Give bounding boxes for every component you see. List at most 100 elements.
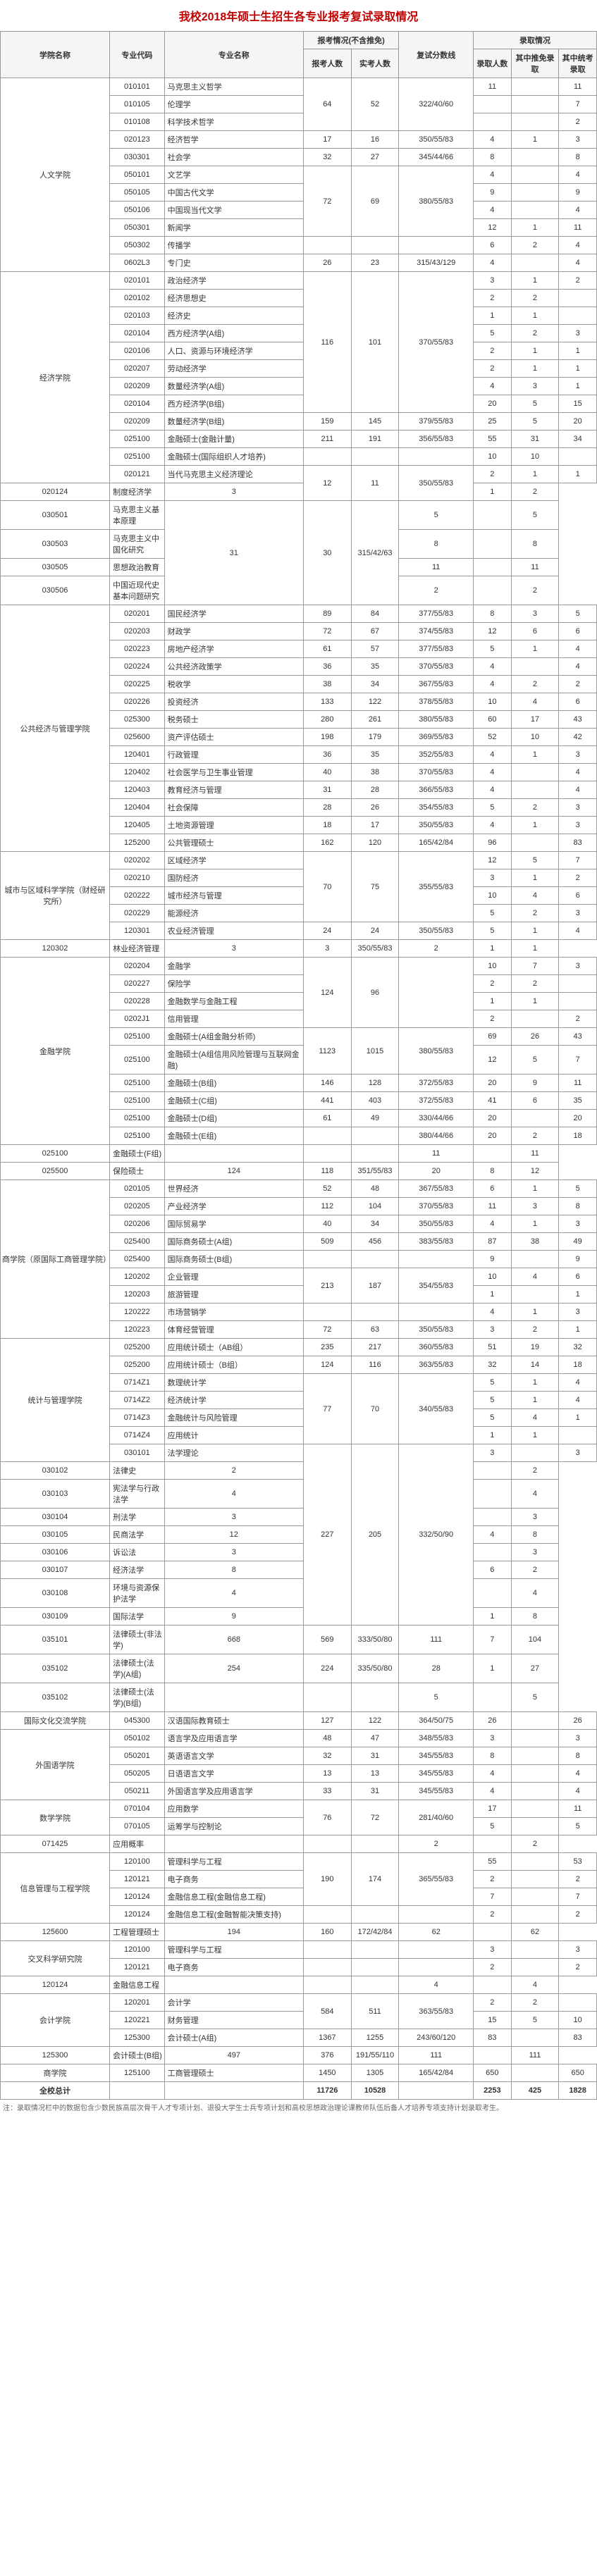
cell-apply <box>303 1304 351 1321</box>
cell-tm: 17 <box>511 711 559 729</box>
cell-admit: 11 <box>399 559 474 576</box>
cell-taken: 72 <box>351 1800 399 1835</box>
cell-major: 法律硕士(法学)(B组) <box>110 1683 165 1712</box>
cell-tm: 3 <box>511 1198 559 1215</box>
cell-code: 030108 <box>1 1579 110 1608</box>
cell-tk: 15 <box>559 395 597 413</box>
cell-apply: 194 <box>164 1924 303 1941</box>
cell-code: 025100 <box>110 448 165 466</box>
cell-tm: 6 <box>511 623 559 640</box>
cell-major: 金融信息工程 <box>110 1976 165 1994</box>
cell-admit: 9 <box>164 1608 303 1626</box>
cell-admit: 4 <box>474 131 512 149</box>
cell-admit: 7 <box>474 1888 512 1906</box>
cell-tm: 2 <box>511 237 559 254</box>
cell-admit: 4 <box>164 1480 303 1509</box>
cell-apply: 11726 <box>303 2082 351 2100</box>
cell-tk: 3 <box>511 1509 559 1526</box>
table-row: 071425应用概率22 <box>1 1835 597 1853</box>
cell-admit: 10 <box>474 887 512 905</box>
cell-admit: 62 <box>399 1924 474 1941</box>
cell-tm <box>474 1145 512 1163</box>
cell-tk: 4 <box>559 1765 597 1783</box>
cell-tk <box>559 975 597 993</box>
cell-tm <box>511 1444 559 1462</box>
cell-tk: 62 <box>511 1924 559 1941</box>
cell-admit: 11 <box>474 1198 512 1215</box>
cell-tm: 1 <box>474 483 512 501</box>
cell-admit: 5 <box>474 1374 512 1392</box>
cell-code: 030104 <box>1 1509 110 1526</box>
cell-major: 当代马克思主义经济理论 <box>164 466 303 483</box>
cell-tm <box>511 1783 559 1800</box>
cell-tk: 2 <box>559 1906 597 1924</box>
cell-tk: 3 <box>559 817 597 834</box>
cell-admit: 2 <box>399 1835 474 1853</box>
cell-apply: 211 <box>303 431 351 448</box>
cell-tk: 8 <box>559 1747 597 1765</box>
cell-apply: 72 <box>303 623 351 640</box>
cell-code: 020229 <box>110 905 165 922</box>
cell-major: 应用统计硕士（AB组） <box>164 1339 303 1356</box>
cell-code: 120202 <box>110 1268 165 1286</box>
cell-tm <box>511 834 559 852</box>
cell-taken: 10528 <box>351 2082 399 2100</box>
cell-code: 120403 <box>110 781 165 799</box>
cell-major: 西方经济学(B组) <box>164 395 303 413</box>
cell-major: 英语语言文学 <box>164 1747 303 1765</box>
cell-admit: 4 <box>474 658 512 676</box>
cell-tk: 1 <box>559 378 597 395</box>
cell-major: 法律硕士(非法学) <box>110 1626 165 1654</box>
cell-major: 农业经济管理 <box>164 922 303 940</box>
cell-code: 120405 <box>110 817 165 834</box>
cell-major: 经济法学 <box>110 1561 165 1579</box>
cell-major: 新闻学 <box>164 219 303 237</box>
cell-apply: 668 <box>164 1626 303 1654</box>
cell-tk: 1 <box>559 360 597 378</box>
cell-tk: 2 <box>559 113 597 131</box>
cell-admit: 4 <box>474 254 512 272</box>
cell-admit <box>474 113 512 131</box>
cell-tm <box>511 1251 559 1268</box>
cell-major: 国民经济学 <box>164 605 303 623</box>
cell-line: 370/55/83 <box>399 272 474 413</box>
cell-taken: 30 <box>303 501 351 605</box>
cell-admit: 10 <box>474 448 512 466</box>
cell-college: 商学院 <box>1 2064 110 2082</box>
cell-apply: 190 <box>303 1853 351 1906</box>
cell-admit: 650 <box>474 2064 512 2082</box>
cell-tk: 5 <box>559 1180 597 1198</box>
cell-major: 日语语言文学 <box>164 1765 303 1783</box>
cell-apply: 112 <box>303 1198 351 1215</box>
table-row: 035102法律硕士(法学)(B组)55 <box>1 1683 597 1712</box>
cell-code: 030105 <box>1 1526 110 1544</box>
cell-taken: 128 <box>351 1075 399 1092</box>
cell-tm <box>474 576 512 605</box>
cell-code: 030301 <box>110 149 165 166</box>
th-college: 学院名称 <box>1 32 110 78</box>
cell-college: 国际文化交流学院 <box>1 1712 110 1730</box>
cell-tk: 12 <box>511 1163 559 1180</box>
cell-code: 030107 <box>1 1561 110 1579</box>
cell-code: 120401 <box>110 746 165 764</box>
cell-major: 金融硕士(F组) <box>110 1145 165 1163</box>
cell-admit: 12 <box>474 623 512 640</box>
cell-tk: 1828 <box>559 2082 597 2100</box>
cell-admit: 12 <box>474 852 512 869</box>
cell-tk: 83 <box>559 2029 597 2047</box>
cell-tm: 2 <box>511 325 559 342</box>
cell-tm <box>511 1765 559 1783</box>
cell-tm <box>511 1800 559 1818</box>
th-major: 专业名称 <box>164 32 303 78</box>
cell-code: 120203 <box>110 1286 165 1304</box>
cell-admit: 8 <box>399 530 474 559</box>
cell-major: 世界经济 <box>164 1180 303 1198</box>
cell-tm: 1 <box>511 993 559 1010</box>
cell-line: 243/60/120 <box>399 2029 474 2047</box>
cell-line: 350/55/83 <box>399 1215 474 1233</box>
cell-code: 025300 <box>110 711 165 729</box>
cell-major: 房地产经济学 <box>164 640 303 658</box>
cell-code: 020209 <box>110 413 165 431</box>
cell-major: 金融硕士(A组信用风险管理与互联网金融) <box>164 1046 303 1075</box>
cell-apply: 18 <box>303 817 351 834</box>
